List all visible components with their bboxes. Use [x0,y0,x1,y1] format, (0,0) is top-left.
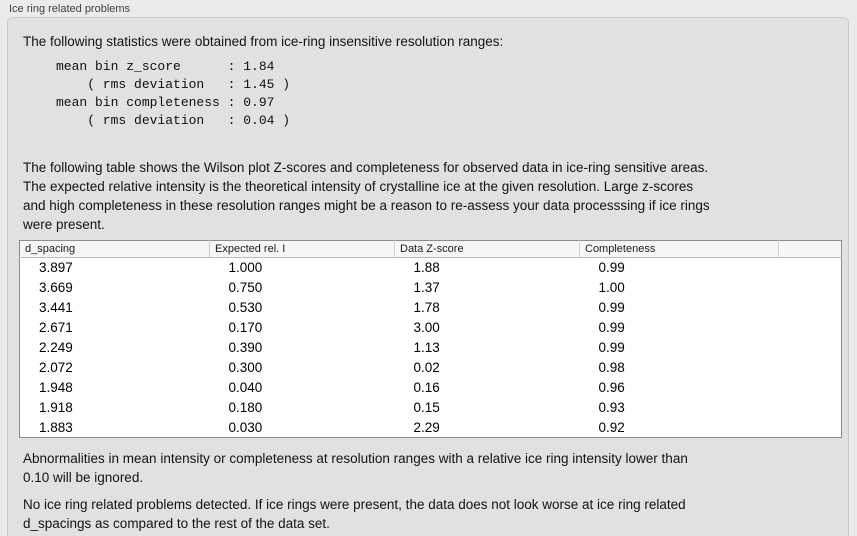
table-cell[interactable]: 2.671 [39,320,73,335]
table-row[interactable]: 2.072 0.300 0.02 0.98 [20,358,842,378]
table-row[interactable]: 1.918 0.180 0.15 0.93 [20,398,842,418]
groupbox-title: Ice ring related problems [9,3,131,15]
table-cell[interactable]: 0.99 [598,300,625,315]
stats-intro-text: The following statistics were obtained f… [23,34,504,49]
column-header-expected-rel-i[interactable]: Expected rel. I [209,240,395,258]
table-cell[interactable]: 0.030 [228,419,263,435]
table-row[interactable]: 1.883 0.030 2.29 0.92 [20,418,842,438]
table-cell[interactable]: 0.15 [413,400,440,415]
table-cell[interactable] [779,258,842,278]
table-cell[interactable]: 1.78 [413,300,440,315]
table-cell[interactable]: 1.37 [413,280,440,295]
table-cell[interactable] [779,318,842,338]
table-cell[interactable]: 0.99 [598,260,625,276]
table-cell[interactable]: 1.883 [39,419,73,435]
column-header-filler [778,240,842,258]
table-cell[interactable]: 0.170 [228,320,263,335]
table-cell[interactable]: 0.99 [598,340,625,355]
ignore-note-text: Abnormalities in mean intensity or compl… [23,451,688,485]
table-description-text: The following table shows the Wilson plo… [23,160,710,232]
table-row[interactable]: 3.441 0.530 1.78 0.99 [20,298,842,318]
table-row[interactable]: 3.897 1.000 1.88 0.99 [20,258,842,278]
table-cell[interactable]: 0.16 [413,380,440,395]
table-cell[interactable]: 2.29 [413,419,440,435]
column-header-d-spacing[interactable]: d_spacing [19,240,210,258]
table-cell[interactable]: 2.072 [39,360,73,375]
ice-ring-table[interactable]: d_spacing Expected rel. I Data Z-score Comp… [19,240,842,438]
table-cell[interactable]: 1.13 [413,340,440,355]
table-cell[interactable]: 0.98 [598,360,625,375]
table-cell[interactable] [779,358,842,378]
table-cell[interactable]: 3.897 [39,260,73,276]
table-header-row[interactable]: d_spacing Expected rel. I Data Z-score Comp… [19,240,842,258]
table-cell[interactable]: 1.918 [39,400,73,415]
table-cell[interactable]: 0.92 [598,419,625,435]
table-cell[interactable]: 0.300 [228,360,263,375]
table-row[interactable]: 1.948 0.040 0.16 0.96 [20,378,842,398]
table-cell[interactable]: 0.180 [228,400,263,415]
table-cell[interactable]: 0.390 [228,340,263,355]
table-cell[interactable]: 0.02 [413,360,440,375]
table-cell[interactable]: 3.669 [39,280,73,295]
table-cell[interactable]: 0.93 [598,400,625,415]
stats-block: mean bin z_score : 1.84 ( rms deviation … [56,59,291,128]
ice-ring-table-header[interactable]: d_spacing Expected rel. I Data Z-score Comp… [19,240,842,258]
table-cell[interactable]: 0.96 [598,380,625,395]
table-cell[interactable]: 1.948 [39,380,73,395]
table-cell[interactable] [779,378,842,398]
table-cell[interactable] [779,398,842,418]
table-cell[interactable] [779,298,842,318]
table-cell[interactable]: 1.88 [413,260,440,276]
table-cell[interactable]: 0.99 [598,320,625,335]
ice-ring-table-body[interactable]: 3.897 1.000 1.88 0.99 3.669 0.750 1.37 1.00 3.44… [20,258,842,438]
table-cell[interactable]: 0.750 [228,280,263,295]
conclusion-text: No ice ring related problems detected. I… [23,497,686,531]
ice-ring-groupbox: The following statistics were obtained f… [7,17,849,536]
column-header-data-z-score[interactable]: Data Z-score [394,240,580,258]
table-cell[interactable]: 1.000 [228,260,263,276]
table-row[interactable]: 3.669 0.750 1.37 1.00 [20,278,842,298]
table-cell[interactable] [779,418,842,438]
table-cell[interactable]: 0.530 [228,300,263,315]
table-row[interactable]: 2.249 0.390 1.13 0.99 [20,338,842,358]
table-cell[interactable] [779,278,842,298]
table-row[interactable]: 2.671 0.170 3.00 0.99 [20,318,842,338]
table-cell[interactable]: 1.00 [598,280,625,295]
table-cell[interactable] [779,338,842,358]
table-cell[interactable]: 2.249 [39,340,73,355]
table-cell[interactable]: 0.040 [228,380,263,395]
table-cell[interactable]: 3.441 [39,300,73,315]
table-cell[interactable]: 3.00 [413,320,440,335]
column-header-completeness[interactable]: Completeness [579,240,779,258]
